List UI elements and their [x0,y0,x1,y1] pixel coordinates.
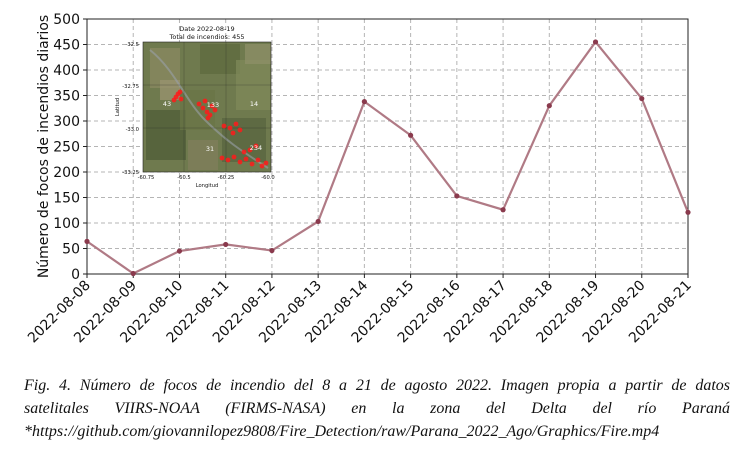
inset-region-label-1: 133 [207,101,219,109]
y-tick-label-3: 150 [53,191,80,207]
y-tick-label-4: 200 [53,165,80,181]
caption-line-1: Fig. 4. Número de focos de incendio del … [24,377,730,394]
inset-fire-3 [171,97,177,103]
caption-line-2: satelitales VIIRS-NOAA (FIRMS-NASA) en l… [24,400,730,417]
y-tick-label-9: 450 [53,38,80,54]
series-line [86,40,690,275]
y-tick-label-2: 100 [53,216,80,232]
inset-fire-4 [177,89,183,95]
inset-x-tick-2: -60.25 [218,175,235,181]
inset-terrain-5 [222,118,266,162]
data-point-5 [315,218,321,225]
inset-terrain-6 [188,140,218,170]
inset-region-label-0: 43 [163,100,171,108]
y-tick-label-10: 500 [53,12,80,28]
y-tick-label-6: 300 [53,114,80,130]
inset-fire-21 [237,159,243,165]
data-point-8 [454,193,460,199]
inset-fire-13 [221,123,227,129]
inset-terrain-1 [200,44,240,74]
inset-terrain-8 [245,44,271,64]
fires-line-chart: 0501001502002503003504004505002022-08-08… [25,12,695,346]
y-axis-label: Número de focos de incendios diarios [36,15,52,278]
data-point-2 [176,248,183,254]
data-point-13 [685,209,691,215]
inset-fire-20 [231,154,237,160]
inset-fire-6 [200,105,206,111]
inset-fire-29 [241,149,247,155]
inset-fire-17 [230,130,236,136]
inset-fire-15 [233,121,239,127]
inset-fire-7 [204,109,210,115]
inset-frame [142,41,272,173]
data-point-10 [546,103,552,109]
inset-region-label-4: 234 [250,144,262,152]
y-tick-label-5: 250 [53,140,80,156]
data-point-0 [84,238,90,244]
inset-fire-10 [209,103,215,109]
inset-fire-27 [253,143,259,149]
data-point-9 [500,207,506,213]
inset-fire-25 [259,163,265,169]
inset-x-tick-3: -60.0 [261,175,274,181]
data-point-12 [639,95,645,102]
inset-fire-14 [227,125,233,131]
data-point-7 [408,132,414,138]
inset-y-label: Latitud [115,98,121,116]
inset-subtitle: Total de incendios: 455 [168,33,244,41]
inset-fire-23 [249,161,255,167]
inset-fire-9 [202,98,208,104]
inset-fire-26 [247,147,253,153]
caption-line-3: *https://github.com/giovannilopez9808/Fi… [24,423,660,440]
inset-fire-24 [255,157,261,163]
data-point-11 [592,39,599,45]
inset-y-tick-0: -32.5 [126,42,139,48]
inset-region-label-2: 14 [250,100,258,108]
y-tick-label-8: 400 [53,63,80,79]
inset-region-label-3: 31 [206,145,214,153]
inset-x-tick-1: -60.5 [177,175,190,181]
data-point-1 [130,270,136,277]
inset-fire-19 [225,157,231,163]
y-tick-label-1: 50 [62,242,80,258]
inset-y-tick-3: -33.25 [122,170,139,176]
inset-fire-12 [212,107,218,113]
y-tick-label-0: 0 [71,267,80,283]
data-point-6 [361,99,367,105]
inset-x-label: Longitud [196,183,219,189]
inset-fire-28 [263,160,269,166]
inset-terrain-3 [146,110,186,160]
inset-y-tick-2: -33.0 [126,127,139,133]
inset-title: Date 2022-08-19 [179,25,234,33]
inset-x-tick-0: -60.75 [138,175,155,181]
inset-fire-18 [219,155,225,161]
data-point-4 [269,247,275,254]
inset-fire-2 [178,96,184,102]
figure-caption: Fig. 4. Número de focos de incendio del … [24,374,730,443]
inset-fire-22 [243,156,249,162]
inset-fire-11 [205,115,211,121]
inset-fire-5 [196,101,202,107]
inset-y-tick-1: -32.75 [122,84,139,90]
data-point-3 [223,241,229,248]
y-tick-label-7: 350 [53,89,80,105]
inset-fire-16 [237,127,243,133]
